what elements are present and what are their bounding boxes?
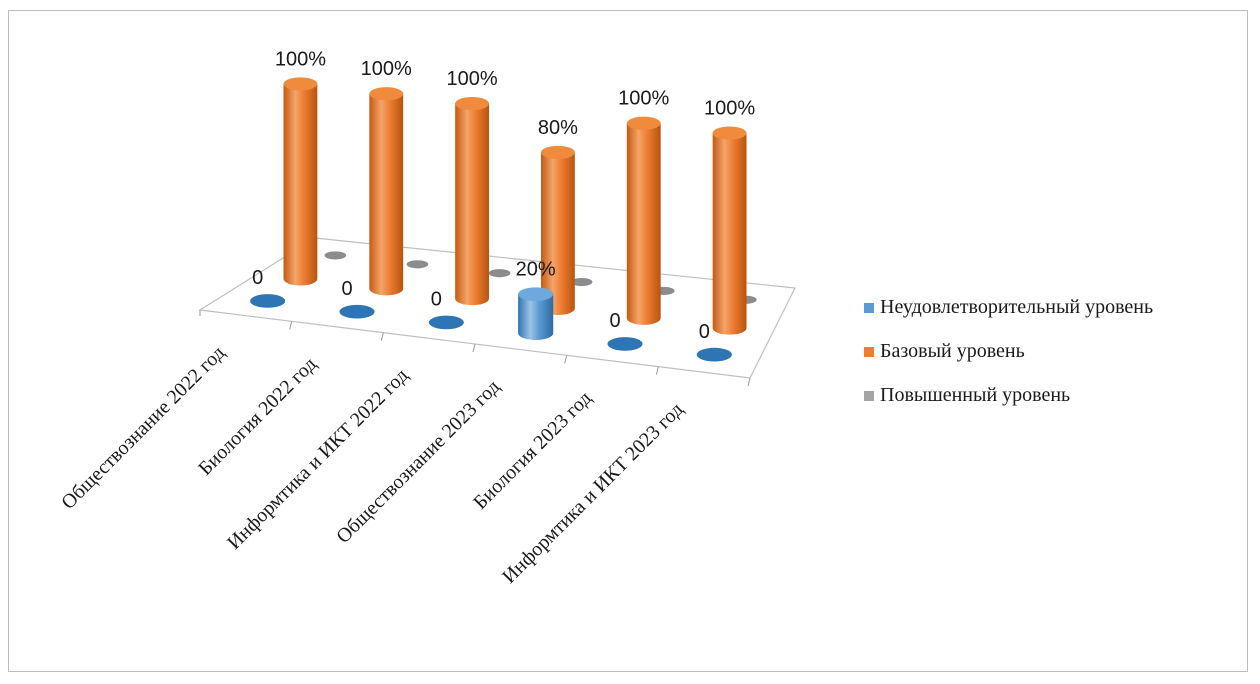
data-label: 20% xyxy=(516,258,556,280)
cylinder-flat xyxy=(339,304,375,319)
bar-unsatisfactory-0 xyxy=(250,294,286,308)
chart-frame xyxy=(8,10,1248,672)
axis-tick xyxy=(655,366,659,375)
series-front-layer xyxy=(250,287,732,362)
axis-tick xyxy=(380,332,384,341)
cylinder-body xyxy=(518,294,554,340)
axis-tick xyxy=(747,377,751,387)
cylinder-body xyxy=(369,93,404,296)
legend-swatch xyxy=(864,347,874,357)
bar-basic-5 xyxy=(712,126,747,335)
legend-swatch xyxy=(864,391,874,401)
bar-advanced-2 xyxy=(488,269,511,278)
category-tick-label: Обществознание 2023 год xyxy=(332,376,504,548)
bar-unsatisfactory-2 xyxy=(428,315,464,330)
bar-advanced-0 xyxy=(324,251,347,260)
data-label: 100% xyxy=(447,68,498,90)
cylinder-flat xyxy=(570,277,593,287)
cylinder-flat xyxy=(250,294,286,308)
data-label: 0 xyxy=(609,310,620,332)
data-label: 0 xyxy=(252,267,263,289)
cylinder-flat xyxy=(406,260,429,269)
cylinder-body xyxy=(626,123,661,325)
data-label: 100% xyxy=(275,48,326,70)
data-label: 100% xyxy=(361,58,412,80)
data-label: 100% xyxy=(618,88,669,110)
data-labels: 0 0 0 20% 0 0 100% 100% 100% 80% 100% 100% xyxy=(252,48,755,342)
bar-basic-3 xyxy=(540,145,575,315)
data-label: 0 xyxy=(431,289,442,311)
cylinder-flat xyxy=(488,269,511,278)
bar-basic-0 xyxy=(283,77,318,286)
cylinder-top xyxy=(540,145,575,159)
bar-basic-2 xyxy=(455,97,490,306)
cylinder-top xyxy=(712,126,747,140)
cylinder-top xyxy=(626,116,661,130)
data-label: 0 xyxy=(341,278,352,300)
legend-label: Базовый уровень xyxy=(880,340,1025,362)
bar-unsatisfactory-3 xyxy=(518,287,554,340)
legend-label: Повышенный уровень xyxy=(880,384,1070,406)
cylinder-top xyxy=(518,287,554,301)
cylinder-body xyxy=(455,103,490,306)
legend: Неудовлетворительный уровень Базовый уров… xyxy=(864,296,1153,406)
data-label: 0 xyxy=(699,321,710,343)
cylinder-top xyxy=(283,77,318,91)
category-tick-label: Информтика и ИКТ 2022 год xyxy=(223,364,413,554)
legend-label: Неудовлетворительный уровень xyxy=(880,296,1153,318)
data-label: 100% xyxy=(704,98,755,120)
cylinder-flat xyxy=(324,251,347,260)
category-tick-label: Информтика и ИКТ 2023 год xyxy=(498,398,688,588)
cylinder-flat xyxy=(428,315,464,330)
cylinder-flat xyxy=(696,347,732,362)
cylinder-top xyxy=(455,97,490,111)
bar-basic-1 xyxy=(369,87,404,296)
bar-unsatisfactory-5 xyxy=(696,347,732,362)
bar-advanced-3 xyxy=(570,277,593,287)
bar-unsatisfactory-4 xyxy=(607,337,643,351)
bar-advanced-1 xyxy=(406,260,429,269)
legend-swatch xyxy=(864,303,874,313)
data-label: 80% xyxy=(538,117,578,139)
cylinder-flat xyxy=(607,337,643,351)
axis-tick xyxy=(472,343,476,353)
cylinder-body xyxy=(283,83,318,286)
cylinder-body xyxy=(540,152,575,315)
cylinder-top xyxy=(369,87,404,101)
axis-tick xyxy=(564,355,568,364)
bar-basic-4 xyxy=(626,116,661,325)
category-tick-label: Обществознание 2022 год xyxy=(57,342,229,514)
cylinder-body xyxy=(712,133,747,335)
bar-unsatisfactory-1 xyxy=(339,304,375,319)
series-mid-layer xyxy=(283,77,747,335)
axis-tick xyxy=(289,321,293,330)
